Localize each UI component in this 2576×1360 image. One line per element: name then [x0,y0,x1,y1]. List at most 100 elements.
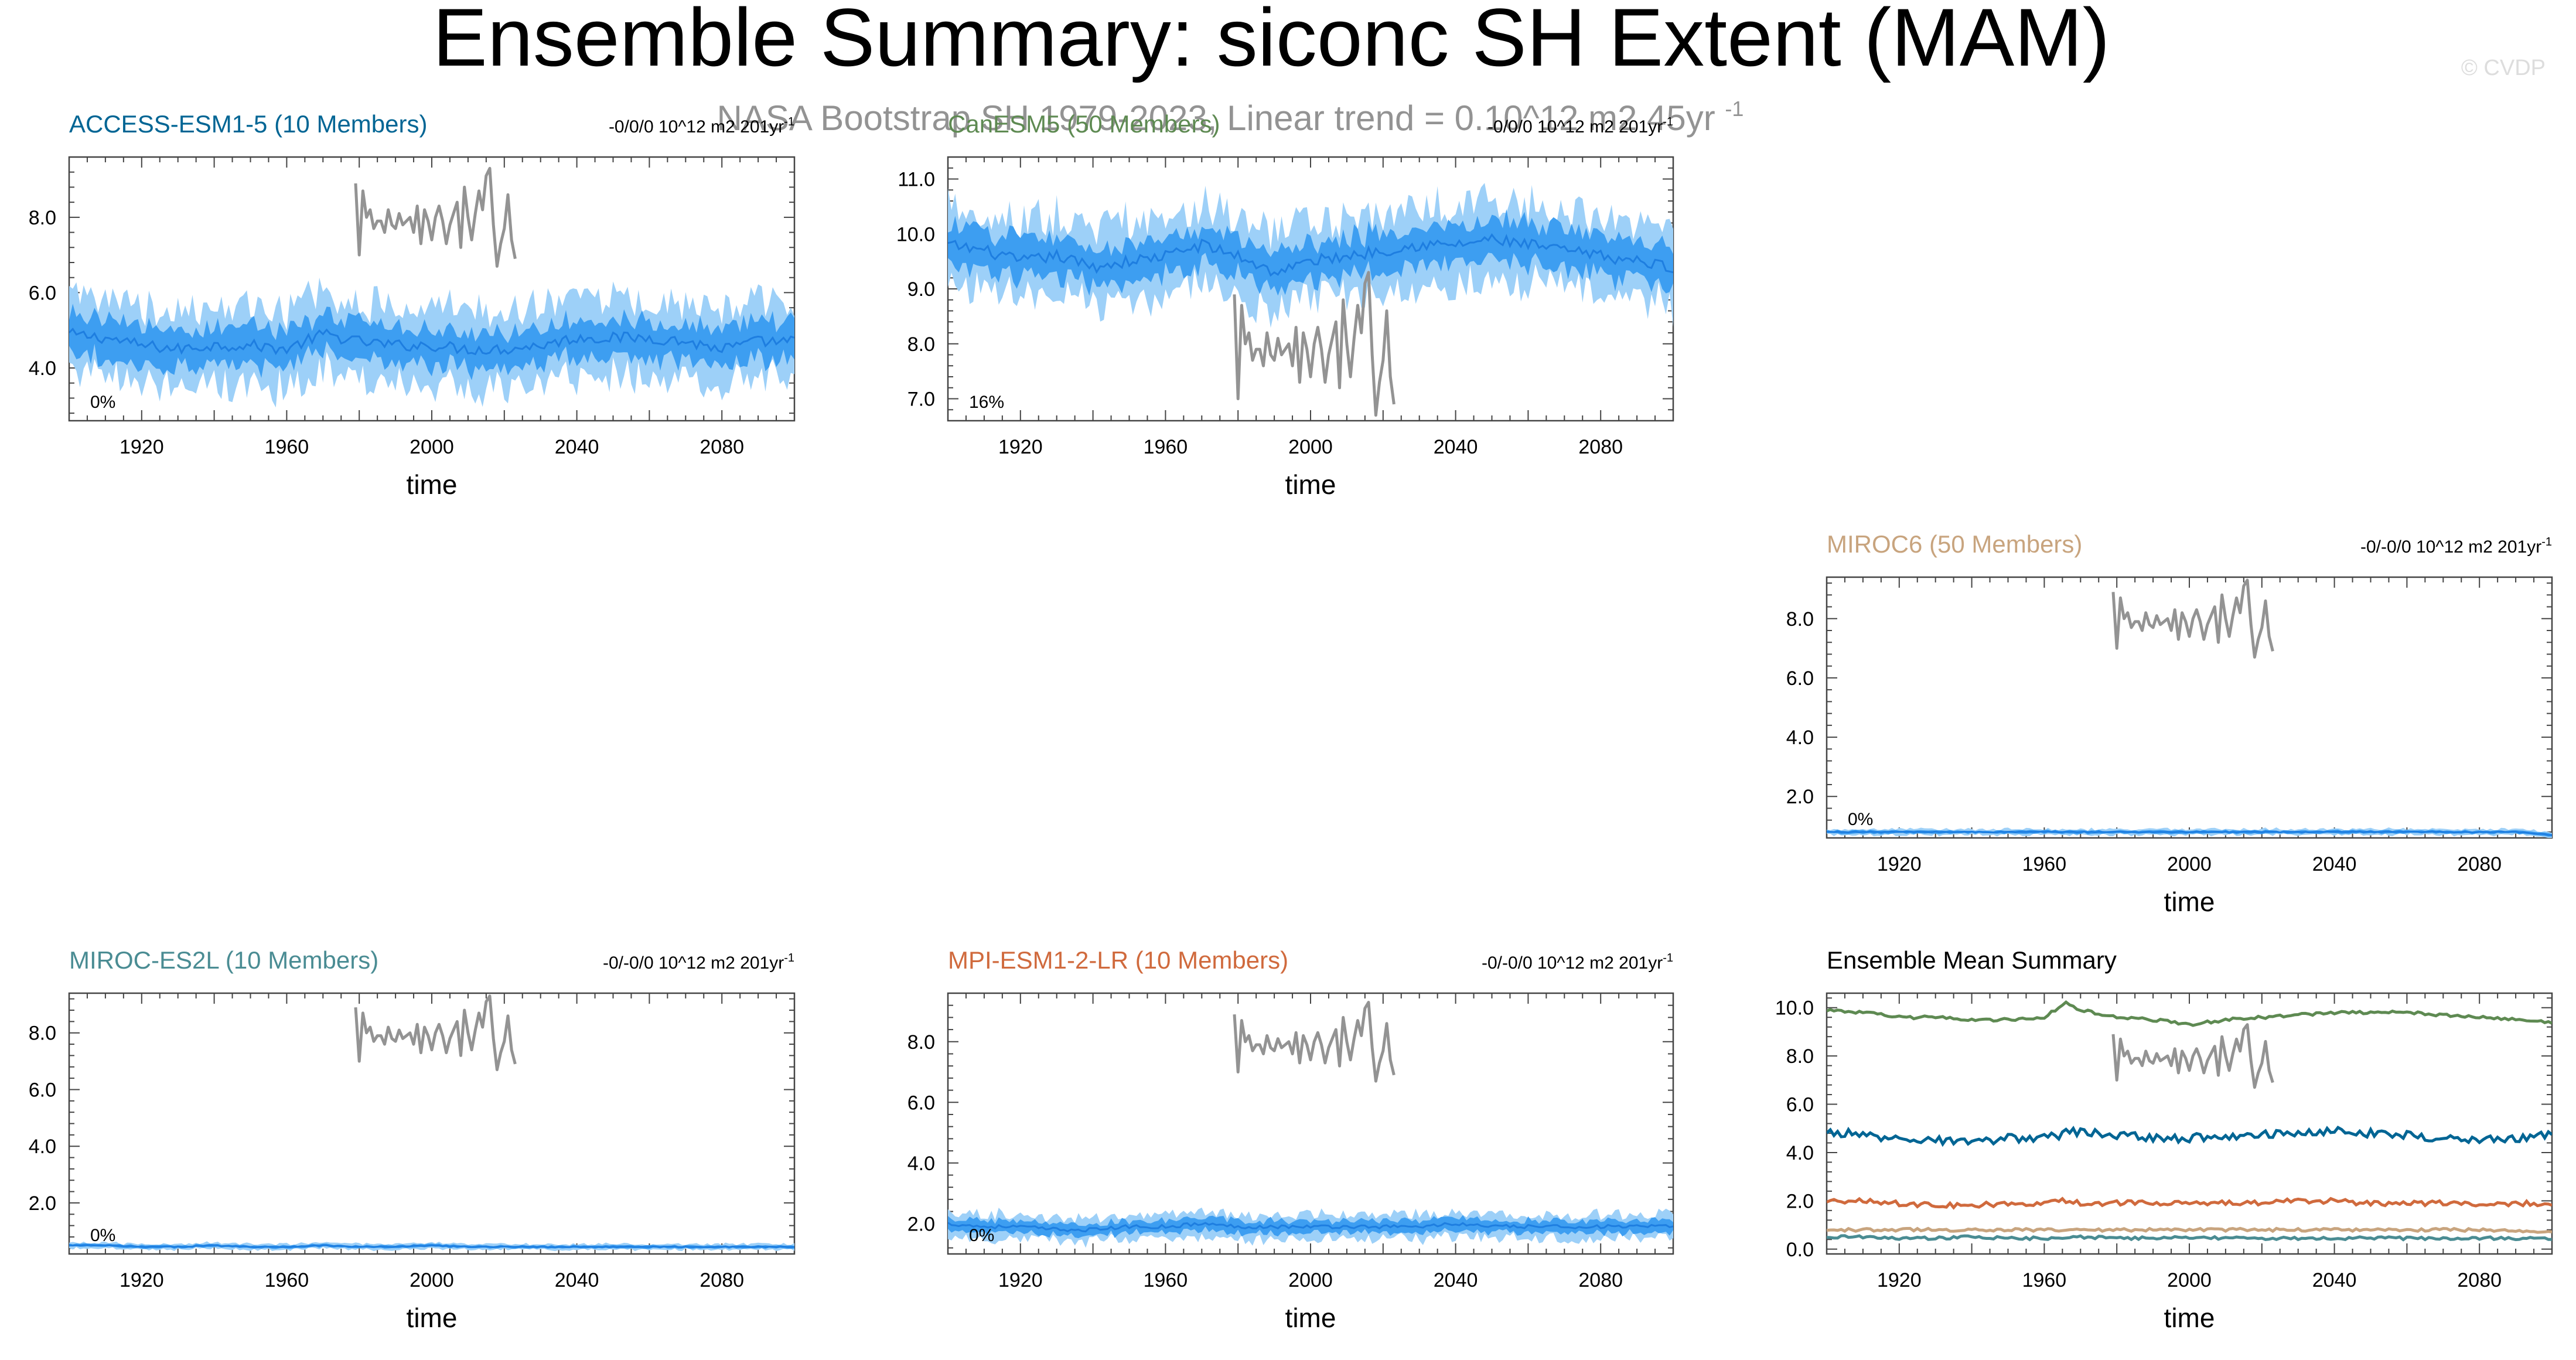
observation-line [354,166,517,268]
trend-label: -0/-0/0 10^12 m2 201yr-1 [1482,952,1673,973]
x-axis-label: time [2164,887,2215,917]
y-tick-label: 8.0 [1786,608,1814,630]
panel-access-esm1-5: ACCESS-ESM1-5 (10 Members) -0/0/0 10^12 m… [29,110,796,500]
panel-label: ACCESS-ESM1-5 (10 Members) [69,110,427,138]
ensemble-mean-line [69,1244,794,1249]
y-tick-label: 7.0 [907,388,935,411]
x-tick-label: 2040 [1434,1269,1478,1291]
series-line-3 [1827,1197,2552,1210]
y-tick-label: 6.0 [29,1079,56,1101]
x-tick-label: 2040 [1434,436,1478,458]
x-tick-label: 1920 [998,436,1043,458]
x-axis-label: time [1285,469,1336,500]
series-line-1 [1827,1000,2552,1027]
x-tick-label: 1960 [2022,1269,2067,1291]
y-tick-label: 2.0 [1786,786,1814,808]
panel-ensemble-mean-summary: Ensemble Mean Summary 1920 1960 2000 2040 208… [1775,946,2553,1333]
plot-frame [1826,992,2553,1255]
ensemble-inner-range [69,304,794,380]
percent-label: 0% [90,393,115,412]
y-tick-label: 9.0 [907,278,935,301]
watermark: © CVDP [2461,56,2546,80]
x-tick-label: 1920 [998,1269,1043,1291]
x-tick-label: 1920 [1877,1269,1922,1291]
panel-label: CanESM5 (50 Members) [948,110,1220,138]
x-tick-label: 2040 [555,1269,599,1291]
x-tick-label: 2040 [555,436,599,458]
trend-label-text: -0/0/0 10^12 m2 201yr [1487,117,1663,137]
y-tick-label: 8.0 [907,333,935,356]
observation-line [2111,1023,2274,1089]
y-tick-label: 11.0 [898,169,935,191]
x-tick-label: 1960 [1144,1269,1188,1291]
x-tick-label: 2080 [700,436,744,458]
ensemble-mean-line [69,328,794,356]
x-tick-label: 2080 [2457,1269,2502,1291]
ensemble-mean-line [948,1222,1673,1233]
x-tick-label: 1960 [1144,436,1188,458]
y-tick-label: 2.0 [907,1213,935,1235]
observation-line [2111,578,2274,659]
ensemble-mean-line [1827,830,2552,836]
trend-label-superscript: -1 [784,115,794,128]
plot-area [1827,578,2552,838]
panels: ACCESS-ESM1-5 (10 Members) -0/0/0 10^12 m… [29,110,2553,1333]
panel-label: MPI-ESM1-2-LR (10 Members) [948,946,1288,974]
series-line-5 [1827,1234,2552,1242]
percent-label: 0% [1848,810,1873,829]
x-tick-label: 2080 [2457,853,2502,875]
observation-line [1233,1001,1396,1083]
y-tick-label: 2.0 [1786,1190,1814,1212]
panel-label: MIROC6 (50 Members) [1827,530,2082,558]
panel-canesm5: CanESM5 (50 Members) -0/0/0 10^12 m2 201y… [896,110,1674,500]
y-tick-label: 4.0 [1786,727,1814,749]
x-axis-label: time [407,1303,458,1333]
plot-area [948,1001,1673,1248]
series-line-2 [1827,1125,2552,1147]
series-line-4 [1827,1226,2552,1234]
x-tick-label: 1920 [120,1269,164,1291]
y-tick-label: 6.0 [1786,667,1814,690]
x-tick-label: 1960 [265,436,309,458]
y-tick-label: 6.0 [907,1092,935,1114]
trend-label: -0/0/0 10^12 m2 201yr-1 [1487,115,1673,137]
x-axis-label: time [407,469,458,500]
percent-label: 0% [969,1226,994,1245]
panel-mpi-esm1-2-lr: MPI-ESM1-2-LR (10 Members) -0/-0/0 10^12 … [907,946,1674,1333]
x-tick-label: 2000 [1288,436,1333,458]
trend-label-text: -0/-0/0 10^12 m2 201yr [1482,953,1663,973]
panel-label: Ensemble Mean Summary [1827,946,2117,974]
x-tick-label: 1960 [265,1269,309,1291]
figure-subtitle-text: NASA Bootstrap SH 1979-2023, Linear tren… [717,98,1715,138]
ensemble-mean-line [948,233,1673,277]
y-tick-label: 4.0 [1786,1142,1814,1164]
percent-label: 0% [90,1226,115,1245]
x-tick-label: 2000 [1288,1269,1333,1291]
plot-frame [68,992,796,1255]
plot-area [69,994,794,1252]
y-tick-label: 8.0 [29,207,56,229]
plot-area [948,183,1673,417]
figure-subtitle: NASA Bootstrap SH 1979-2023, Linear tren… [717,97,1744,138]
x-axis-label: time [2164,1303,2215,1333]
observation-line [1233,271,1396,417]
percent-label: 16% [969,393,1004,412]
x-tick-label: 2040 [2312,853,2357,875]
y-tick-label: 4.0 [29,1136,56,1158]
y-tick-label: 6.0 [29,282,56,304]
y-tick-label: 2.0 [29,1192,56,1215]
trend-label: -0/0/0 10^12 m2 201yr-1 [609,115,794,137]
x-tick-label: 1960 [2022,853,2067,875]
x-tick-label: 2000 [2167,853,2212,875]
y-tick-label: 8.0 [29,1022,56,1045]
x-tick-label: 1920 [120,436,164,458]
trend-label-superscript: -1 [2541,536,2552,548]
x-tick-label: 2040 [2312,1269,2357,1291]
trend-label: -0/-0/0 10^12 m2 201yr-1 [2360,536,2552,557]
x-tick-label: 1920 [1877,853,1922,875]
trend-label-superscript: -1 [1663,952,1673,964]
figure-subtitle-superscript: -1 [1725,97,1744,121]
y-tick-label: 6.0 [1786,1094,1814,1116]
y-tick-label: 10.0 [896,223,935,246]
